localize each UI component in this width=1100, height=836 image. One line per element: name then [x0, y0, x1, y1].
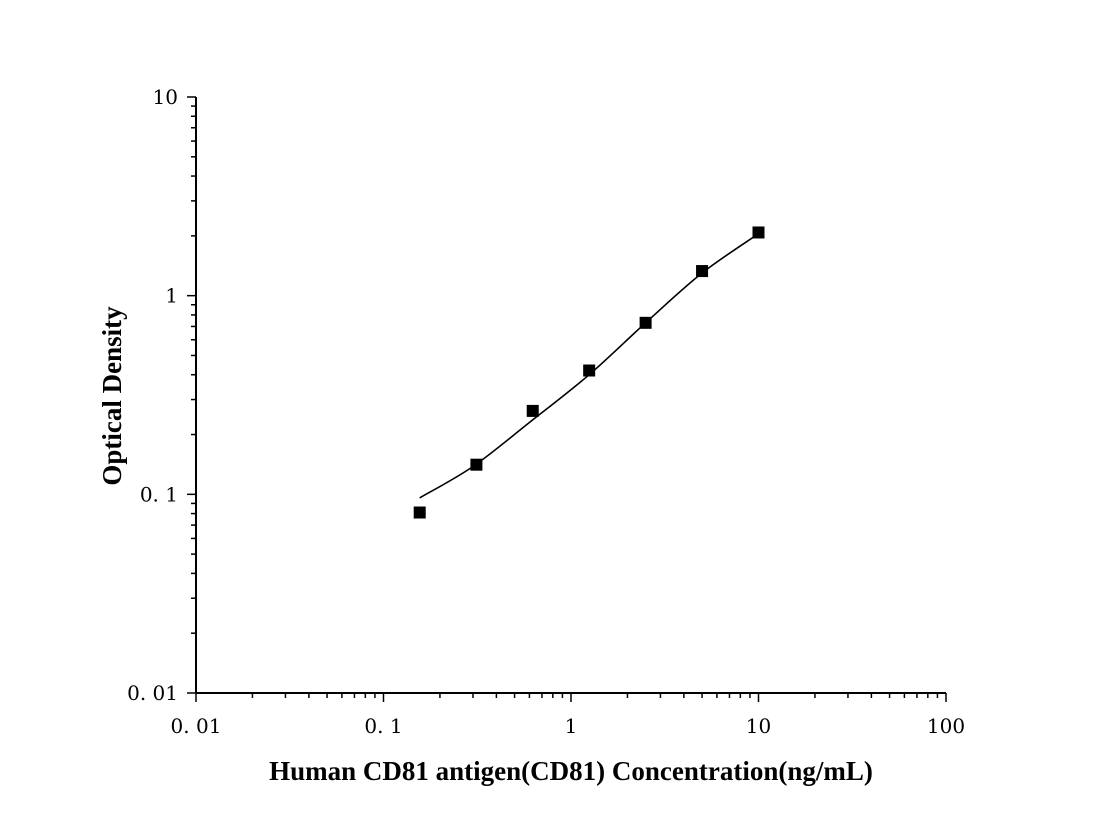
x-tick-label: 1 — [565, 714, 578, 738]
data-point — [413, 506, 426, 519]
data-point — [696, 265, 709, 278]
axis-ticks — [187, 96, 947, 702]
data-point — [583, 364, 596, 377]
data-point — [526, 404, 539, 417]
x-tick-label: 0. 1 — [364, 714, 402, 738]
y-tick-label: 0. 1 — [140, 482, 178, 506]
x-tick-label: 10 — [746, 714, 771, 738]
data-point — [470, 458, 483, 471]
x-tick-label: 100 — [927, 714, 965, 738]
data-point — [752, 226, 765, 239]
x-axis-title: Human CD81 antigen(CD81) Concentration(n… — [269, 756, 873, 786]
y-axis-title: Optical Density — [97, 306, 127, 486]
tick-labels: 0. 01 0. 1 1 10 100 0. 01 0. 1 1 10 — [127, 85, 965, 738]
data-point — [639, 316, 652, 329]
axes — [195, 97, 946, 694]
data-points — [413, 226, 765, 519]
y-tick-label: 10 — [153, 85, 178, 109]
y-tick-label: 0. 01 — [127, 681, 178, 705]
x-tick-label: 0. 01 — [171, 714, 222, 738]
y-tick-label: 1 — [165, 284, 178, 308]
